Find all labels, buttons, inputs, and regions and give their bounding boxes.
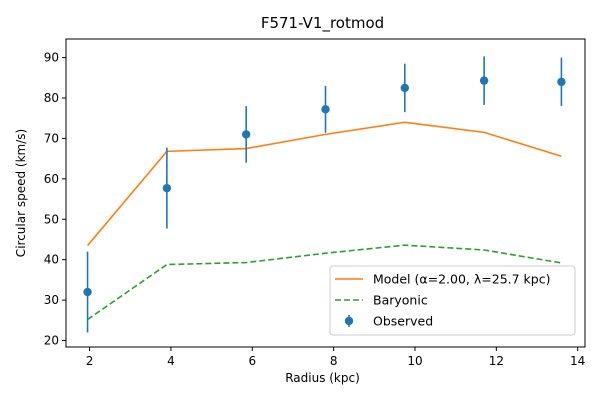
- x-tick-label: 8: [330, 354, 338, 368]
- data-point: [557, 77, 566, 87]
- x-axis-label: Radius (kpc): [285, 371, 360, 385]
- axes-frame: [65, 38, 586, 348]
- x-tick-label: 12: [489, 354, 504, 368]
- legend-swatch-marker: [344, 316, 354, 326]
- y-tick-label: 80: [44, 91, 59, 105]
- y-tick-label: 50: [44, 212, 59, 226]
- data-point: [83, 287, 92, 297]
- x-tick-label: 14: [570, 354, 585, 368]
- data-point: [241, 130, 251, 139]
- legend-label-0: Model (α=2.00, λ=25.7 kpc): [373, 272, 550, 287]
- plot-area: [83, 56, 566, 333]
- x-tick-label: 2: [86, 354, 94, 368]
- legend-box: [329, 265, 576, 336]
- data-point: [321, 105, 330, 114]
- x-tick-label: 4: [167, 354, 175, 368]
- data-point: [162, 183, 172, 193]
- axes: 2 4 6 8 10 12 14 20 30 40 50 60 70 80 90: [44, 38, 586, 368]
- y-axis-label: Circular speed (km/s): [14, 129, 28, 257]
- y-tick-label: 90: [44, 51, 59, 65]
- legend-label-2: Observed: [373, 314, 433, 329]
- legend: Model (α=2.00, λ=25.7 kpc) Baryonic Observ…: [329, 265, 576, 336]
- y-tick-label: 40: [44, 253, 59, 267]
- data-point: [400, 83, 410, 93]
- y-tick-label: 70: [44, 131, 59, 145]
- y-tick-label: 20: [44, 334, 59, 348]
- chart-title: F571-V1_rotmod: [261, 14, 384, 33]
- y-tick-label: 30: [44, 293, 59, 307]
- legend-label-1: Baryonic: [373, 293, 428, 308]
- data-point: [479, 76, 489, 85]
- x-tick-label: 6: [248, 354, 256, 368]
- x-tick-label: 10: [407, 354, 422, 368]
- series-line-1: [87, 244, 562, 321]
- y-tick-label: 60: [44, 172, 59, 186]
